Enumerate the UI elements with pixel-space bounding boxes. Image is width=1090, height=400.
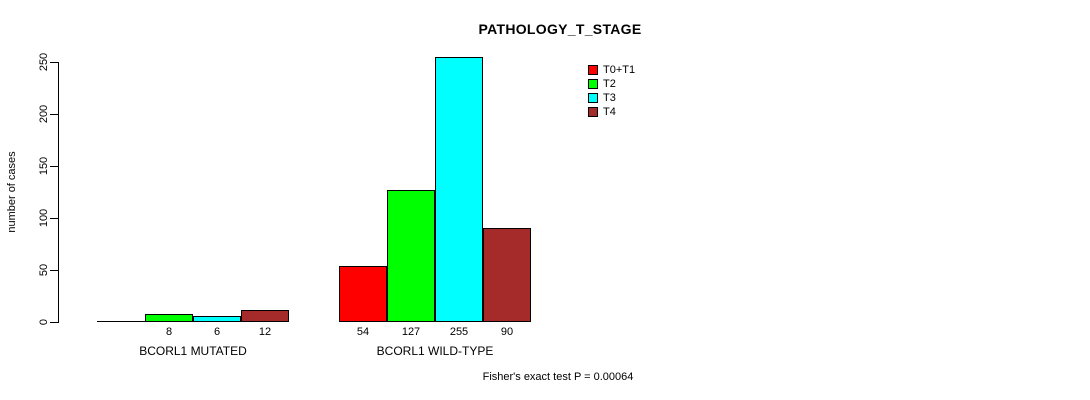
y-axis-line — [58, 62, 59, 323]
bar-t3 — [193, 316, 241, 322]
y-tick-mark — [50, 218, 58, 219]
y-tick-label: 250 — [38, 52, 50, 72]
group-label: BCORL1 WILD-TYPE — [376, 344, 494, 358]
legend-swatch-t2 — [588, 79, 598, 89]
bar-t2 — [145, 314, 193, 322]
group-label: BCORL1 MUTATED — [139, 344, 247, 358]
y-tick-label: 50 — [38, 263, 50, 277]
y-tick-mark — [50, 166, 58, 167]
y-tick-mark — [50, 270, 58, 271]
bar-value-label: 12 — [258, 326, 272, 338]
y-tick-label: 0 — [38, 318, 50, 326]
y-tick-label: 100 — [38, 208, 50, 228]
bar-t0+t1 — [97, 321, 145, 322]
y-tick-mark — [50, 62, 58, 63]
y-tick-label: 150 — [38, 156, 50, 176]
bar-value-label: 90 — [500, 326, 514, 338]
bar-value-label: 8 — [165, 326, 173, 338]
legend-swatch-t0+t1 — [588, 65, 598, 75]
bar-t3 — [435, 57, 483, 322]
bar-value-label: 255 — [449, 326, 469, 338]
legend-label: T0+T1 — [603, 64, 636, 76]
bar-t2 — [387, 190, 435, 322]
legend-swatch-t4 — [588, 107, 598, 117]
bar-t0+t1 — [339, 266, 387, 322]
y-tick-label: 200 — [38, 104, 50, 124]
bar-value-label: 54 — [356, 326, 370, 338]
legend-label: T3 — [603, 92, 616, 104]
bar-t4 — [483, 228, 531, 322]
bar-value-label: 127 — [401, 326, 421, 338]
legend-label: T2 — [603, 78, 616, 90]
y-tick-mark — [50, 322, 58, 323]
y-tick-mark — [50, 114, 58, 115]
legend-swatch-t3 — [588, 93, 598, 103]
legend-label: T4 — [603, 106, 616, 118]
chart-title: PATHOLOGY_T_STAGE — [478, 21, 642, 37]
bar-t4 — [241, 310, 289, 322]
y-axis-title: number of cases — [6, 151, 18, 233]
annotation-pvalue: Fisher's exact test P = 0.00064 — [482, 371, 634, 383]
bar-value-label: 6 — [213, 326, 221, 338]
